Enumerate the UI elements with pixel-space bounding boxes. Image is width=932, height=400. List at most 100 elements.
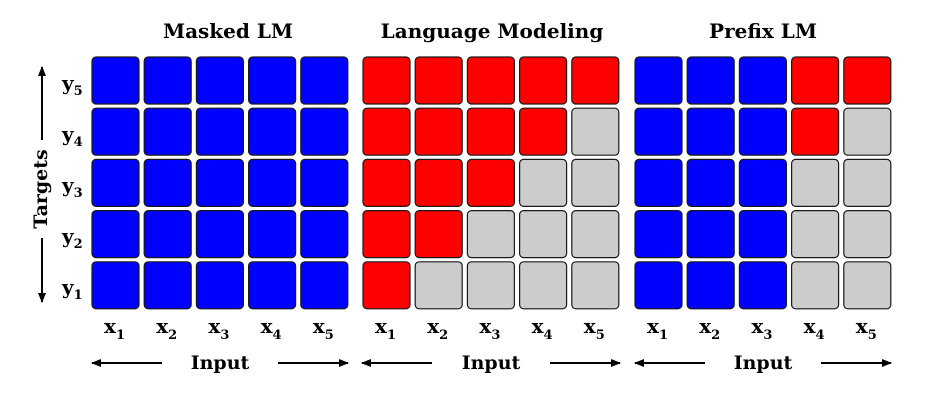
mask-cell-blue: [248, 158, 297, 207]
mask-cell-blue: [634, 261, 683, 310]
row-label: y4: [61, 122, 83, 150]
mask-cell-gray: [571, 158, 620, 207]
mask-cell-gray: [518, 261, 568, 310]
mask-cell-gray: [466, 210, 515, 259]
mask-cell-blue: [143, 261, 192, 310]
mask-cell-red: [518, 107, 568, 156]
mask-cell-gray: [843, 107, 892, 156]
column-label: x1: [104, 314, 125, 343]
panel-language-modeling: Language Modeling x1 x2 x3 x4 x5 Input: [361, 19, 621, 374]
mask-cell-gray: [790, 261, 840, 310]
mask-cell-gray: [414, 261, 463, 310]
mask-cell-blue: [300, 158, 349, 207]
column-label: x2: [427, 314, 448, 343]
mask-cell-blue: [686, 158, 735, 207]
mask-cell-gray: [790, 158, 840, 207]
mask-cell-blue: [686, 210, 735, 259]
mask-cell-blue: [634, 56, 683, 105]
mask-cell-blue: [686, 261, 735, 310]
mask-cell-red: [414, 107, 463, 156]
mask-cell-gray: [571, 107, 620, 156]
mask-cell-gray: [518, 210, 568, 259]
mask-cell-red: [466, 107, 515, 156]
column-label: x4: [804, 314, 825, 343]
mask-cell-red: [362, 210, 411, 259]
mask-cell-blue: [143, 158, 192, 207]
mask-cell-blue: [195, 107, 244, 156]
mask-cell-blue: [143, 56, 192, 105]
mask-cell-gray: [466, 261, 515, 310]
mask-cell-gray: [843, 210, 892, 259]
panel-title: Masked LM: [163, 19, 293, 43]
mask-cell-red: [414, 210, 463, 259]
mask-cell-blue: [248, 56, 297, 105]
column-label: x3: [751, 314, 772, 343]
mask-cell-blue: [91, 261, 140, 310]
mask-cell-red: [362, 261, 411, 310]
row-label: y5: [61, 71, 83, 99]
column-label: x5: [856, 314, 877, 343]
column-labels: x1 x2 x3 x4 x5: [647, 314, 877, 343]
mask-cell-blue: [143, 107, 192, 156]
mask-cell-red: [790, 107, 840, 156]
targets-axis: Targets: [30, 66, 52, 303]
mask-cell-red: [466, 158, 515, 207]
mask-cell-blue: [738, 210, 788, 259]
mask-cell-blue: [195, 210, 244, 259]
mask-cell-blue: [195, 261, 244, 310]
mask-cell-blue: [738, 158, 788, 207]
panel-title: Language Modeling: [381, 19, 604, 43]
panel-prefix-lm: Prefix LM x1 x2 x3 x4 x5 Input: [634, 19, 892, 374]
mask-cell-blue: [248, 107, 297, 156]
column-label: x3: [479, 314, 500, 343]
column-label: x5: [584, 314, 605, 343]
mask-cell-blue: [91, 107, 140, 156]
input-label: Input: [191, 352, 250, 374]
mask-cell-blue: [300, 107, 349, 156]
column-labels: x1 x2 x3 x4 x5: [104, 314, 334, 343]
mask-cell-blue: [143, 210, 192, 259]
panel-masked-lm: Masked LM x1 x2 x3 x4 x5 Input: [91, 19, 349, 374]
panel-title: Prefix LM: [709, 19, 817, 43]
panel-grid: [634, 56, 892, 310]
column-label: x1: [375, 314, 396, 343]
row-labels: y5 y4 y3 y2 y1: [61, 71, 83, 303]
mask-cell-gray: [843, 261, 892, 310]
input-label: Input: [462, 352, 521, 374]
mask-cell-red: [843, 56, 892, 105]
mask-cell-red: [518, 56, 568, 105]
mask-cell-blue: [248, 261, 297, 310]
mask-cell-blue: [738, 56, 788, 105]
mask-cell-blue: [91, 56, 140, 105]
mask-cell-blue: [300, 210, 349, 259]
column-label: x4: [261, 314, 282, 343]
column-label: x4: [532, 314, 553, 343]
mask-cell-gray: [571, 210, 620, 259]
mask-cell-blue: [91, 158, 140, 207]
column-label: x2: [156, 314, 177, 343]
mask-cell-red: [362, 107, 411, 156]
mask-cell-gray: [518, 158, 568, 207]
mask-cell-blue: [634, 107, 683, 156]
mask-cell-blue: [195, 158, 244, 207]
input-label: Input: [734, 352, 793, 374]
mask-cell-blue: [738, 107, 788, 156]
mask-cell-gray: [843, 158, 892, 207]
panel-grid: [362, 56, 620, 310]
targets-label: Targets: [30, 149, 52, 229]
mask-cell-blue: [634, 158, 683, 207]
mask-cell-blue: [248, 210, 297, 259]
column-label: x5: [313, 314, 334, 343]
column-labels: x1 x2 x3 x4 x5: [375, 314, 605, 343]
mask-cell-red: [571, 56, 620, 105]
mask-cell-red: [466, 56, 515, 105]
column-label: x3: [208, 314, 229, 343]
mask-cell-blue: [738, 261, 788, 310]
mask-cell-gray: [571, 261, 620, 310]
column-label: x2: [699, 314, 720, 343]
row-label: y3: [61, 173, 83, 201]
mask-cell-blue: [634, 210, 683, 259]
mask-cell-blue: [686, 56, 735, 105]
mask-cell-red: [362, 56, 411, 105]
